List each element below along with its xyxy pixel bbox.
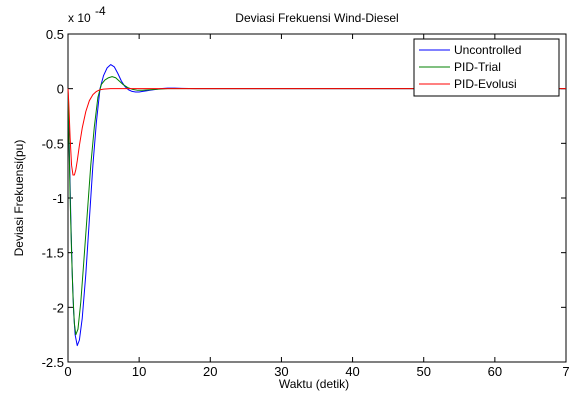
y-tick-label: -1: [52, 191, 64, 206]
series-line-pid-trial: [67, 76, 566, 336]
y-multiplier-exponent: -4: [95, 4, 106, 18]
x-tick-label: 10: [132, 364, 146, 379]
x-tick-label: 0: [64, 364, 71, 379]
x-tick-label: 20: [203, 364, 217, 379]
chart-title: Deviasi Frekuensi Wind-Diesel: [235, 11, 398, 25]
y-axis-label: Deviasi Frekuensi(pu): [12, 140, 26, 257]
x-tick-label: 50: [416, 364, 430, 379]
x-tick-label: 60: [488, 364, 502, 379]
series-line-pid-evolusi: [67, 88, 566, 176]
y-tick-label: -2.5: [42, 355, 64, 370]
legend-label: Uncontrolled: [454, 43, 521, 57]
y-tick-label: 0: [57, 82, 64, 97]
y-multiplier-label: x 10: [68, 11, 91, 25]
legend-label: PID-Evolusi: [454, 77, 517, 91]
y-tick-label: -0.5: [42, 136, 64, 151]
x-tick-label: 7: [562, 364, 569, 379]
x-axis-label: Waktu (detik): [279, 377, 349, 391]
series-line-uncontrolled: [67, 64, 566, 347]
x-tick-label: 40: [345, 364, 359, 379]
y-tick-label: 0.5: [46, 27, 64, 42]
y-tick-label: -2: [52, 300, 64, 315]
y-tick-label: -1.5: [42, 246, 64, 261]
legend-label: PID-Trial: [454, 60, 501, 74]
x-tick-label: 30: [274, 364, 288, 379]
